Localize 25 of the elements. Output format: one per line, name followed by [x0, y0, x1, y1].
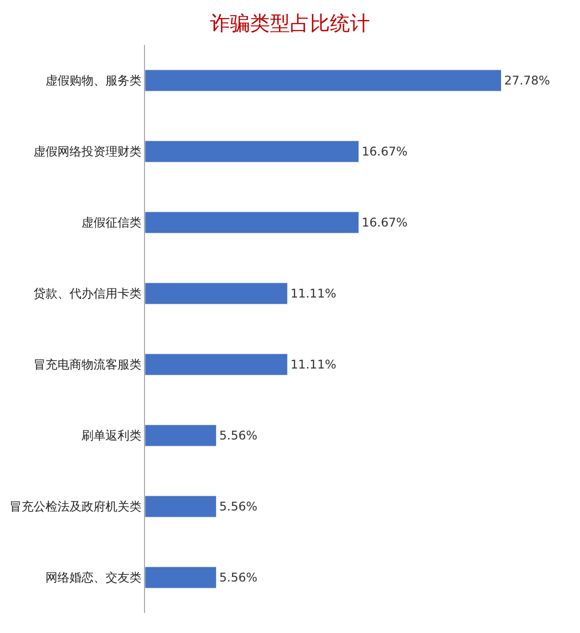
- data-label: 5.56%: [219, 500, 258, 514]
- bar: [145, 566, 217, 588]
- data-label: 27.78%: [504, 74, 550, 88]
- bar: [145, 424, 217, 446]
- data-label: 11.11%: [290, 358, 336, 372]
- bar: [145, 496, 217, 518]
- bar: [145, 70, 502, 92]
- data-label: 16.67%: [362, 216, 408, 230]
- data-label: 11.11%: [290, 286, 336, 300]
- y-tick-label: 贷款、代办信用卡类: [34, 286, 142, 301]
- bar: [145, 140, 360, 162]
- y-tick-label: 虚假网络投资理财类: [34, 144, 142, 159]
- y-tick-label: 虚假征信类: [82, 216, 142, 230]
- y-tick-label: 冒充电商物流客服类: [34, 358, 142, 372]
- data-label: 5.56%: [219, 428, 258, 442]
- bar: [145, 282, 288, 304]
- y-tick-label: 刷单返利类: [82, 428, 142, 443]
- bar: [145, 354, 288, 376]
- y-tick-label: 冒充公检法及政府机关类: [10, 500, 142, 514]
- data-label: 16.67%: [362, 144, 408, 158]
- bar: [145, 212, 360, 234]
- y-tick-label: 虚假购物、服务类: [46, 74, 142, 88]
- chart-title: 诈骗类型占比统计: [210, 10, 370, 35]
- y-tick-label: 网络婚恋、交友类: [46, 570, 142, 585]
- data-label: 5.56%: [219, 570, 258, 584]
